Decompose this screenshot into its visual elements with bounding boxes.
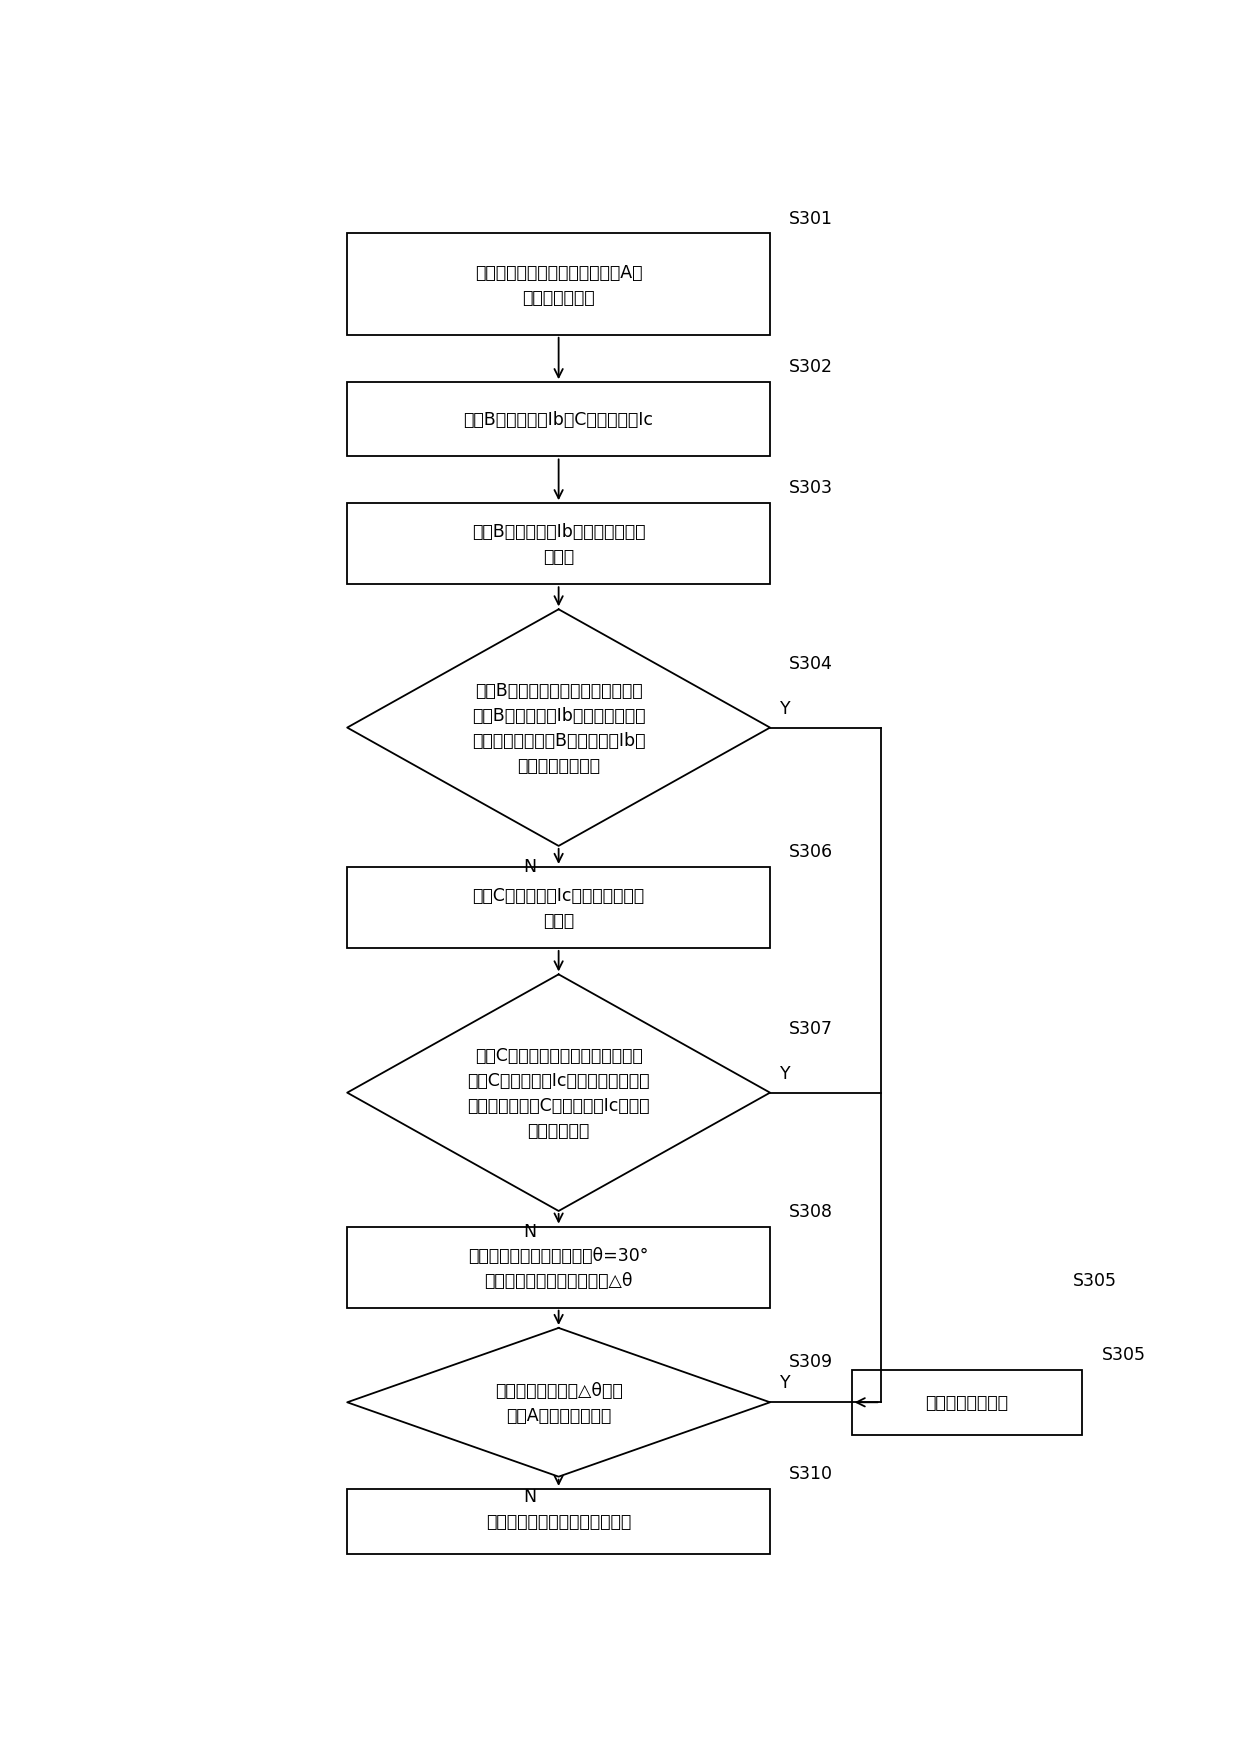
Text: 设置B相绕组电流Ib的上限阈值和下
限阈值: 设置B相绕组电流Ib的上限阈值和下 限阈值: [472, 523, 645, 565]
Bar: [347, 383, 770, 458]
Text: S308: S308: [789, 1202, 833, 1220]
Text: 根据电机旋转角度△θ判断
电机A相绕组是否缺相: 根据电机旋转角度△θ判断 电机A相绕组是否缺相: [495, 1381, 622, 1423]
Bar: [347, 1227, 770, 1307]
Text: 电机无缺相故障，正常启动电机: 电机无缺相故障，正常启动电机: [486, 1513, 631, 1530]
Text: 判断C相绕组电流的绝对值是否大于
等于C相绕组电流Ic的上限阈值的绝对
值，或小于等于C相绕组电流Ic的下限
阈值的绝对值: 判断C相绕组电流的绝对值是否大于 等于C相绕组电流Ic的上限阈值的绝对 值，或小…: [467, 1046, 650, 1139]
Text: S307: S307: [789, 1020, 833, 1037]
Bar: [347, 1488, 770, 1553]
Text: S301: S301: [789, 209, 833, 228]
Text: 输出故障报警信号: 输出故障报警信号: [925, 1393, 1008, 1411]
Text: S306: S306: [789, 842, 833, 860]
Bar: [852, 1371, 1083, 1436]
Text: S305: S305: [1101, 1346, 1146, 1364]
Text: S309: S309: [789, 1353, 833, 1371]
Text: 控制电机旋转至转子位置角θ=30°
处，并记录电机的旋转角度△θ: 控制电机旋转至转子位置角θ=30° 处，并记录电机的旋转角度△θ: [469, 1246, 649, 1288]
Text: 控制电机转子的直轴定位至电机A相
绕组的轴中心处: 控制电机转子的直轴定位至电机A相 绕组的轴中心处: [475, 263, 642, 307]
Text: S303: S303: [789, 479, 833, 497]
Bar: [347, 233, 770, 335]
Text: N: N: [523, 1221, 537, 1241]
Text: 判断B相绕组电流的绝对值是否大于
等于B相绕组电流Ib的上限阈值的绝
对值，或小于等于B相绕组电流Ib的
下限阈值的绝对值: 判断B相绕组电流的绝对值是否大于 等于B相绕组电流Ib的上限阈值的绝 对值，或小…: [472, 681, 645, 774]
Text: S302: S302: [789, 358, 833, 376]
Bar: [347, 504, 770, 584]
Text: 设置C相绕组电流Ic的上限阈值和下
限阈值: 设置C相绕组电流Ic的上限阈值和下 限阈值: [472, 886, 645, 930]
Text: S304: S304: [789, 655, 833, 672]
Bar: [347, 867, 770, 948]
Text: Y: Y: [780, 1374, 790, 1392]
Text: 检测B相绕组电流Ib、C相绕组电流Ic: 检测B相绕组电流Ib、C相绕组电流Ic: [464, 411, 653, 428]
Text: Y: Y: [780, 698, 790, 718]
Text: S310: S310: [789, 1464, 833, 1483]
Text: Y: Y: [780, 1064, 790, 1083]
Text: S305: S305: [1073, 1271, 1117, 1288]
Text: N: N: [523, 1488, 537, 1506]
Text: N: N: [523, 856, 537, 876]
